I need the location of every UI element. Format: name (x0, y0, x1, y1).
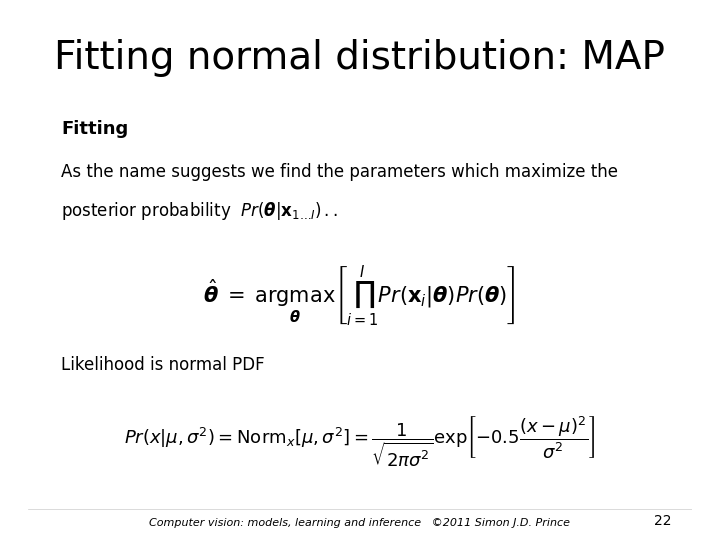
Text: $\hat{\boldsymbol{\theta}} \;=\; \underset{\boldsymbol{\theta}}{\mathrm{argmax}}: $\hat{\boldsymbol{\theta}} \;=\; \unders… (204, 265, 516, 328)
Text: Likelihood is normal PDF: Likelihood is normal PDF (61, 356, 265, 374)
Text: Fitting normal distribution: MAP: Fitting normal distribution: MAP (54, 39, 665, 77)
Text: $Pr(x|\mu, \sigma^2) = \mathrm{Norm}_x[\mu, \sigma^2] = \dfrac{1}{\sqrt{2\pi\sig: $Pr(x|\mu, \sigma^2) = \mathrm{Norm}_x[\… (124, 415, 595, 469)
Text: Fitting: Fitting (61, 119, 128, 138)
Text: posterior probability  $Pr(\boldsymbol{\theta}|\mathbf{x}_{1\ldots I})\,..$: posterior probability $Pr(\boldsymbol{\t… (61, 200, 338, 222)
Text: 22: 22 (654, 514, 672, 528)
Text: Computer vision: models, learning and inference   ©2011 Simon J.D. Prince: Computer vision: models, learning and in… (149, 518, 570, 528)
Text: As the name suggests we find the parameters which maximize the: As the name suggests we find the paramet… (61, 163, 618, 180)
